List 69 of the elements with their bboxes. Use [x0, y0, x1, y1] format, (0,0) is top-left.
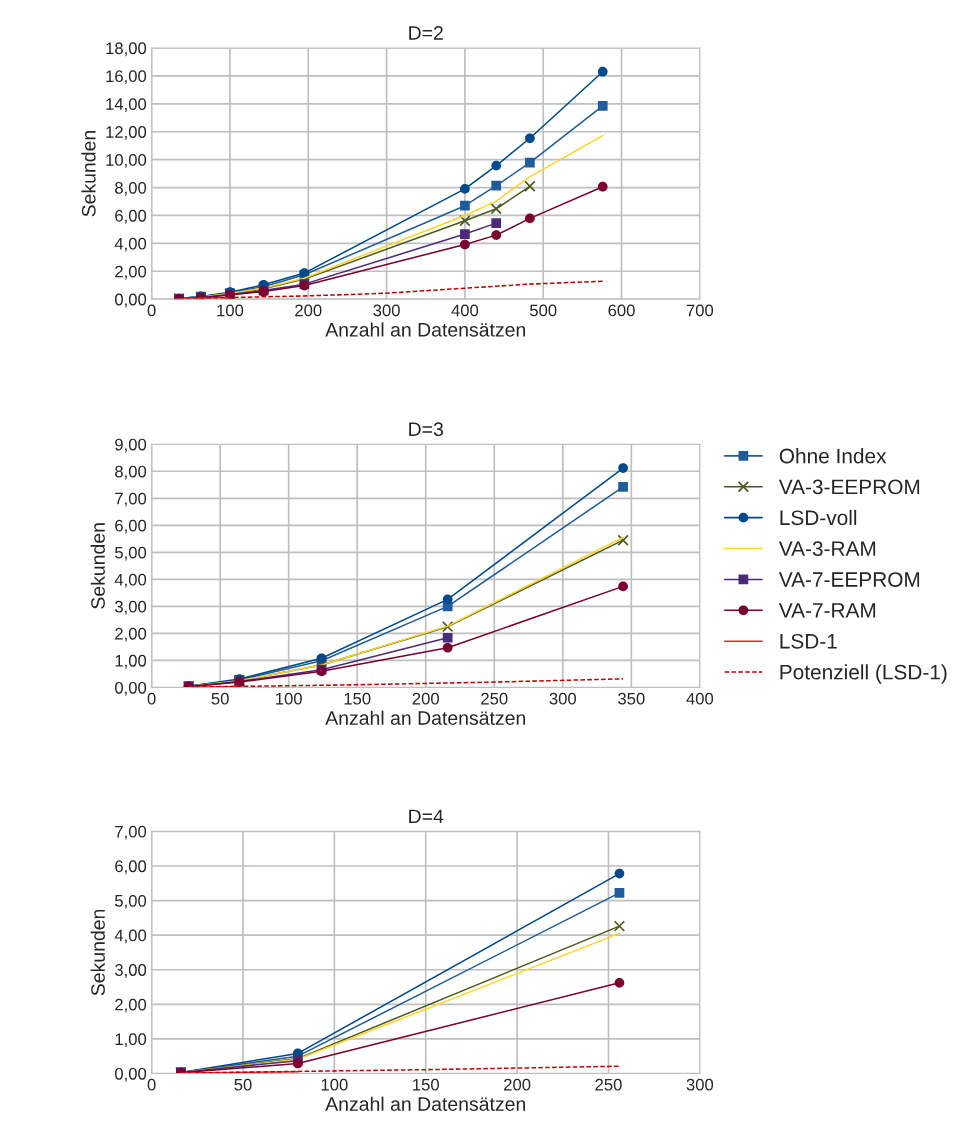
x-tick-label: 400: [451, 304, 479, 317]
y-axis-title: Sekunden: [90, 523, 105, 609]
legend-label: VA-7-RAM: [778, 603, 876, 618]
x-tick-label: 0: [147, 692, 156, 705]
legend-label: VA-7-EEPROM: [778, 572, 920, 587]
y-tick-label: 4,00: [114, 929, 147, 944]
y-axis-title: Sekunden: [81, 131, 96, 217]
x-tick-label: 50: [234, 1078, 252, 1091]
y-tick-label: 8,00: [115, 465, 147, 480]
x-tick-label: 400: [686, 692, 714, 705]
x-tick-label: 100: [217, 304, 244, 317]
y-tick-label: 7,00: [115, 492, 147, 507]
y-tick-label: 0,00: [114, 681, 147, 696]
x-axis-title: Anzahl an Datensätzen: [325, 1096, 526, 1111]
chart-title: D=2: [409, 26, 443, 40]
legend-label: VA-3-EEPROM: [778, 479, 920, 495]
x-tick-label: 700: [686, 304, 714, 317]
x-tick-label: 50: [211, 692, 229, 705]
x-axis-title: Anzahl an Datensätzen: [325, 710, 526, 725]
y-tick-label: 16,00: [106, 70, 147, 85]
y-tick-label: 3,00: [114, 600, 147, 615]
x-tick-label: 300: [686, 1078, 714, 1091]
x-axis-title: Anzahl an Datensätzen: [325, 322, 526, 337]
x-tick-label: 150: [413, 1078, 439, 1091]
y-tick-label: 1,00: [115, 654, 147, 669]
legend-label: Ohne Index: [779, 448, 887, 464]
chart-title: D=4: [409, 809, 444, 824]
y-tick-label: 2,00: [115, 265, 147, 280]
y-tick-label: 7,00: [115, 825, 147, 840]
x-tick-label: 150: [344, 692, 371, 705]
x-tick-label: 200: [504, 1078, 531, 1091]
y-tick-label: 6,00: [115, 860, 147, 875]
x-tick-label: 600: [608, 304, 635, 317]
y-tick-label: 2,00: [115, 627, 147, 642]
y-tick-label: 14,00: [106, 98, 147, 112]
y-tick-label: 8,00: [115, 181, 147, 196]
x-tick-label: 0: [147, 1078, 156, 1091]
chart-title: D=3: [409, 422, 443, 437]
y-tick-label: 0,00: [114, 293, 147, 308]
x-tick-label: 250: [595, 1078, 622, 1091]
x-tick-label: 300: [373, 304, 400, 317]
y-tick-label: 4,00: [114, 237, 147, 252]
legend-label: LSD-1: [780, 633, 837, 649]
y-tick-label: 4,00: [114, 573, 147, 588]
y-tick-label: 2,00: [115, 998, 147, 1013]
x-tick-label: 0: [147, 304, 156, 317]
x-tick-label: 100: [321, 1078, 348, 1091]
legend-label: Potenziell (LSD-1): [780, 664, 947, 684]
y-axis-title: Sekunden: [90, 909, 105, 996]
y-tick-label: 12,00: [106, 126, 147, 140]
y-tick-label: 6,00: [115, 519, 147, 534]
y-tick-label: 18,00: [106, 42, 147, 57]
y-tick-label: 3,00: [114, 964, 147, 978]
y-tick-label: 9,00: [115, 438, 147, 453]
legend-label: VA-3-RAM: [778, 541, 876, 557]
x-tick-label: 350: [618, 692, 645, 705]
y-tick-label: 10,00: [106, 154, 147, 168]
x-tick-label: 200: [412, 692, 439, 705]
x-tick-label: 200: [295, 304, 322, 317]
y-tick-label: 1,00: [115, 1033, 147, 1048]
y-tick-label: 6,00: [115, 209, 147, 224]
x-tick-label: 250: [481, 692, 508, 705]
x-tick-label: 100: [276, 692, 302, 705]
x-tick-label: 300: [549, 692, 577, 705]
y-tick-label: 5,00: [115, 894, 147, 909]
y-tick-label: 5,00: [115, 546, 147, 561]
x-tick-label: 500: [529, 304, 557, 317]
legend-label: LSD-voll: [780, 509, 857, 526]
y-tick-label: 0,00: [114, 1067, 147, 1082]
